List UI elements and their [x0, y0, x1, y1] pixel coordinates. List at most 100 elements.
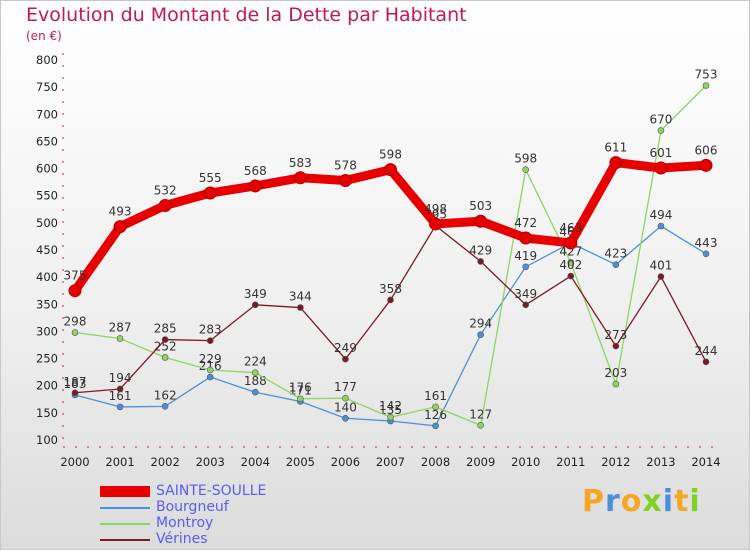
data-label: 532 [154, 183, 177, 197]
data-label: 493 [109, 205, 132, 219]
data-point [702, 250, 710, 258]
data-label: 224 [244, 355, 267, 369]
data-point [206, 366, 214, 374]
data-point [567, 272, 575, 280]
legend-swatch [100, 539, 150, 541]
data-label: 216 [199, 359, 222, 373]
data-point [432, 403, 439, 411]
data-label: 162 [154, 388, 177, 402]
x-tick-label: 2001 [105, 455, 134, 469]
y-tick-label: 600 [36, 162, 58, 176]
data-label: 583 [289, 156, 312, 170]
data-label: 494 [649, 208, 672, 222]
y-tick-label: 450 [36, 243, 58, 257]
data-point [519, 231, 533, 245]
data-point [657, 127, 665, 134]
data-label: 601 [649, 146, 672, 160]
data-point [612, 342, 620, 350]
data-point [612, 261, 620, 268]
data-label: 283 [199, 323, 222, 337]
y-tick-label: 500 [36, 216, 58, 230]
data-point [702, 82, 710, 89]
data-point [68, 284, 82, 298]
data-label: 423 [604, 247, 627, 261]
data-label: 349 [514, 287, 537, 301]
data-point [116, 335, 124, 342]
data-point [116, 385, 124, 393]
data-point [612, 380, 620, 388]
data-label: 598 [379, 148, 402, 162]
data-label: 188 [244, 374, 267, 388]
data-label: 419 [514, 249, 537, 263]
data-point [477, 258, 484, 265]
data-point [161, 336, 169, 343]
y-tick-label: 100 [36, 433, 58, 447]
data-label: 287 [109, 320, 132, 334]
y-tick-label: 400 [36, 270, 58, 284]
proxiti-logo: Proxiti [582, 484, 701, 519]
data-label: 427 [559, 244, 582, 258]
logo-letter: i [689, 484, 701, 519]
logo-letter: P [582, 484, 605, 519]
data-point [206, 373, 214, 381]
data-label: 670 [649, 113, 672, 127]
legend-label: Montroy [156, 515, 214, 531]
data-label: 606 [695, 143, 718, 157]
data-label: 753 [695, 68, 718, 82]
data-label: 463 [559, 221, 582, 235]
y-tick-label: 650 [36, 134, 58, 148]
data-point [477, 422, 484, 429]
data-point [206, 337, 214, 344]
data-point [293, 171, 307, 185]
data-label: 187 [64, 375, 87, 389]
data-point [657, 273, 665, 280]
x-tick-label: 2004 [241, 455, 270, 469]
data-point [699, 158, 713, 172]
y-tick-label: 700 [36, 107, 58, 121]
data-point [474, 214, 488, 228]
data-point [342, 394, 349, 402]
data-point [116, 403, 124, 411]
data-label: 402 [559, 258, 582, 272]
data-point [522, 263, 530, 271]
data-point [71, 329, 79, 336]
series-line [70, 158, 711, 296]
data-point [158, 198, 172, 212]
legend-swatch [100, 486, 150, 497]
y-tick-label: 250 [36, 352, 58, 366]
data-point [251, 301, 259, 309]
x-tick-label: 2005 [286, 455, 315, 469]
data-label: 252 [154, 339, 177, 353]
data-point [564, 236, 578, 250]
data-label: 285 [154, 322, 177, 336]
data-point [432, 422, 439, 430]
data-label: 349 [244, 287, 267, 301]
data-point [338, 174, 352, 188]
logo-letter: t [674, 484, 690, 519]
data-point [657, 222, 665, 230]
data-point [161, 403, 169, 410]
data-point [387, 413, 394, 421]
data-point [567, 259, 575, 266]
chart-subtitle: (en €) [26, 29, 62, 43]
data-label: 443 [695, 236, 718, 250]
y-tick-label: 800 [36, 53, 58, 67]
data-label: 183 [64, 377, 87, 391]
data-point [429, 217, 443, 231]
data-label: 344 [289, 290, 312, 304]
data-point [387, 296, 394, 304]
data-label: 161 [424, 389, 447, 403]
data-point [248, 179, 262, 193]
y-tick-label: 550 [36, 189, 58, 203]
legend-swatch [100, 507, 150, 509]
data-label: 135 [379, 403, 402, 417]
x-tick-label: 2011 [556, 455, 585, 469]
legend-label: Bourgneuf [156, 499, 229, 515]
data-label: 140 [334, 400, 357, 414]
data-label: 503 [469, 199, 492, 213]
x-tick-label: 2003 [196, 455, 225, 469]
y-tick-label: 350 [36, 297, 58, 311]
data-label: 375 [64, 269, 87, 283]
data-label: 176 [289, 381, 312, 395]
